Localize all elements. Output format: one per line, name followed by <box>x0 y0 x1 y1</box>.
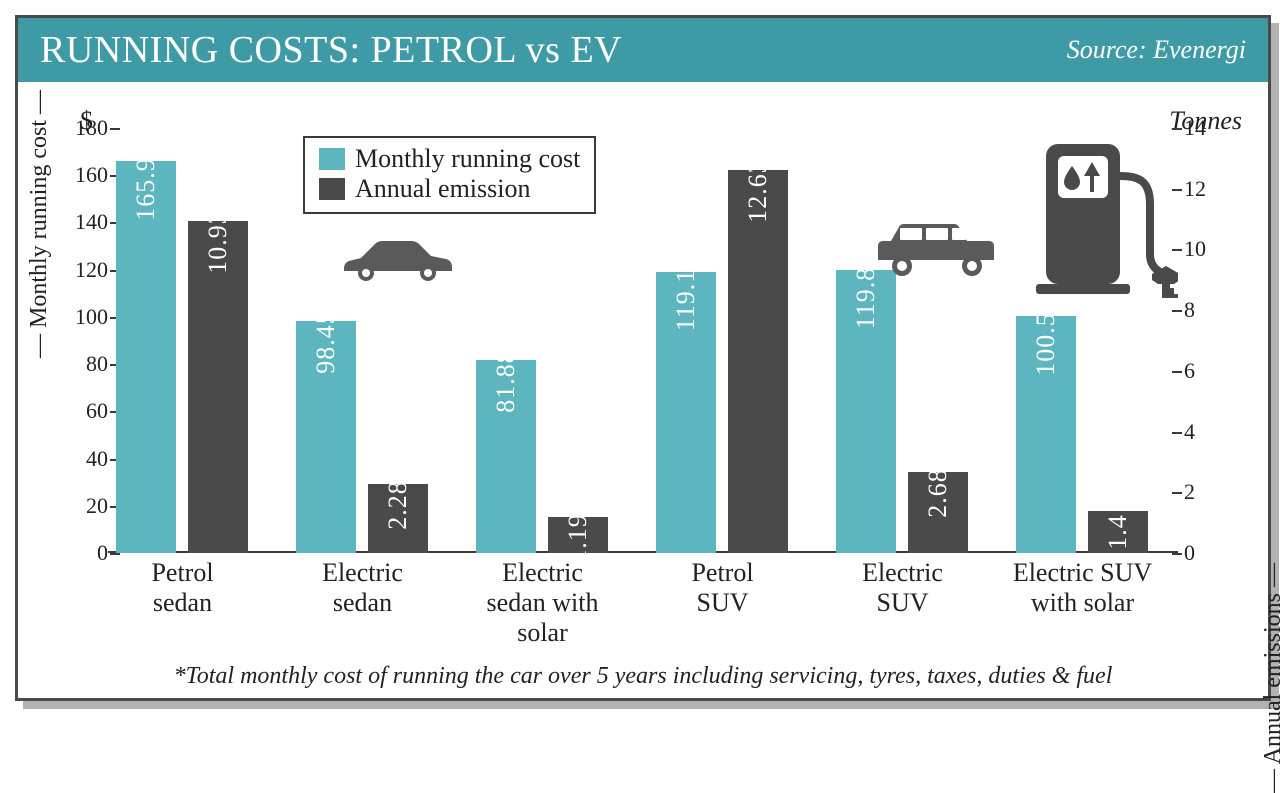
bar-cost: 100.51 <box>1016 316 1076 553</box>
y-left-tick: 100 <box>54 304 108 330</box>
bar-cost: 98.45 <box>296 321 356 553</box>
left-axis-label: — Monthly running cost — <box>26 90 53 358</box>
chart-source: Source: Evenergi <box>1067 35 1246 65</box>
legend-label-cost: Monthly running cost <box>355 144 580 174</box>
y-left-tick: 20 <box>54 493 108 519</box>
bar-emission: 2.68 <box>908 472 968 553</box>
category-label: PetrolSUV <box>635 558 810 618</box>
y-left-tick: 140 <box>54 209 108 235</box>
y-right-tick: 12 <box>1184 176 1234 202</box>
suv-icon <box>872 218 1002 278</box>
bar-emission: 10.93 <box>188 221 248 553</box>
bar-cost: 119.83 <box>836 270 896 553</box>
y-right-tick: 14 <box>1184 115 1234 141</box>
y-right-tick: 10 <box>1184 236 1234 262</box>
bar-emission: 1.4 <box>1088 511 1148 554</box>
sedan-icon <box>336 233 456 283</box>
bar-emission: 2.28 <box>368 484 428 553</box>
category-label: Petrolsedan <box>95 558 270 618</box>
footnote: *Total monthly cost of running the car o… <box>18 663 1268 690</box>
y-right-tick: 2 <box>1184 479 1234 505</box>
bar-value: 81.88 <box>491 349 521 413</box>
category-label: ElectricSUV <box>815 558 990 618</box>
y-right-tick: 6 <box>1184 358 1234 384</box>
left-axis: 020406080100120140160180 <box>54 128 108 553</box>
chart-area: 165.9710.9398.452.2881.881.19119.1312.63… <box>108 128 1178 608</box>
bar-value: 1.4 <box>1103 514 1133 550</box>
legend-label-emission: Annual emission <box>355 174 531 204</box>
y-left-tick: 160 <box>54 162 108 188</box>
y-left-tick: 180 <box>54 115 108 141</box>
chart-title: RUNNING COSTS: PETROL vs EV <box>40 28 622 72</box>
bar-value: 2.28 <box>383 480 413 530</box>
category-label: Electricsedan withsolar <box>455 558 630 648</box>
category-label: Electricsedan <box>275 558 450 618</box>
bar-value: 165.97 <box>131 143 161 221</box>
bar-value: 10.93 <box>203 210 233 274</box>
legend-item-cost: Monthly running cost <box>319 144 580 174</box>
bar-cost: 119.13 <box>656 272 716 553</box>
bar-value: 119.13 <box>671 254 701 331</box>
bar-value: 12.63 <box>743 159 773 223</box>
y-left-tick: 60 <box>54 398 108 424</box>
bar-emission: 12.63 <box>728 170 788 553</box>
bar-value: 98.45 <box>311 310 341 374</box>
plot: 165.9710.9398.452.2881.881.19119.1312.63… <box>108 128 1178 553</box>
y-left-tick: 80 <box>54 351 108 377</box>
bar-value: 100.51 <box>1031 298 1061 376</box>
bar-cost: 81.88 <box>476 360 536 553</box>
legend-swatch-emission <box>319 178 345 200</box>
chart-frame: RUNNING COSTS: PETROL vs EV Source: Even… <box>15 15 1271 701</box>
y-left-tick: 40 <box>54 446 108 472</box>
y-left-tick: 120 <box>54 257 108 283</box>
y-right-tick: 0 <box>1184 540 1234 566</box>
y-right-tick: 8 <box>1184 297 1234 323</box>
bar-value: 2.68 <box>923 468 953 518</box>
bar-value: 1.19 <box>563 513 593 563</box>
legend: Monthly running cost Annual emission <box>303 136 596 214</box>
fuel-pump-icon <box>1028 136 1178 301</box>
y-right-tick: 4 <box>1184 419 1234 445</box>
right-axis: 02468101214 <box>1184 128 1234 553</box>
legend-swatch-cost <box>319 148 345 170</box>
header-bar: RUNNING COSTS: PETROL vs EV Source: Even… <box>18 18 1268 82</box>
category-label: Electric SUVwith solar <box>995 558 1170 618</box>
bar-cost: 165.97 <box>116 161 176 553</box>
legend-item-emission: Annual emission <box>319 174 580 204</box>
bar-emission: 1.19 <box>548 517 608 553</box>
